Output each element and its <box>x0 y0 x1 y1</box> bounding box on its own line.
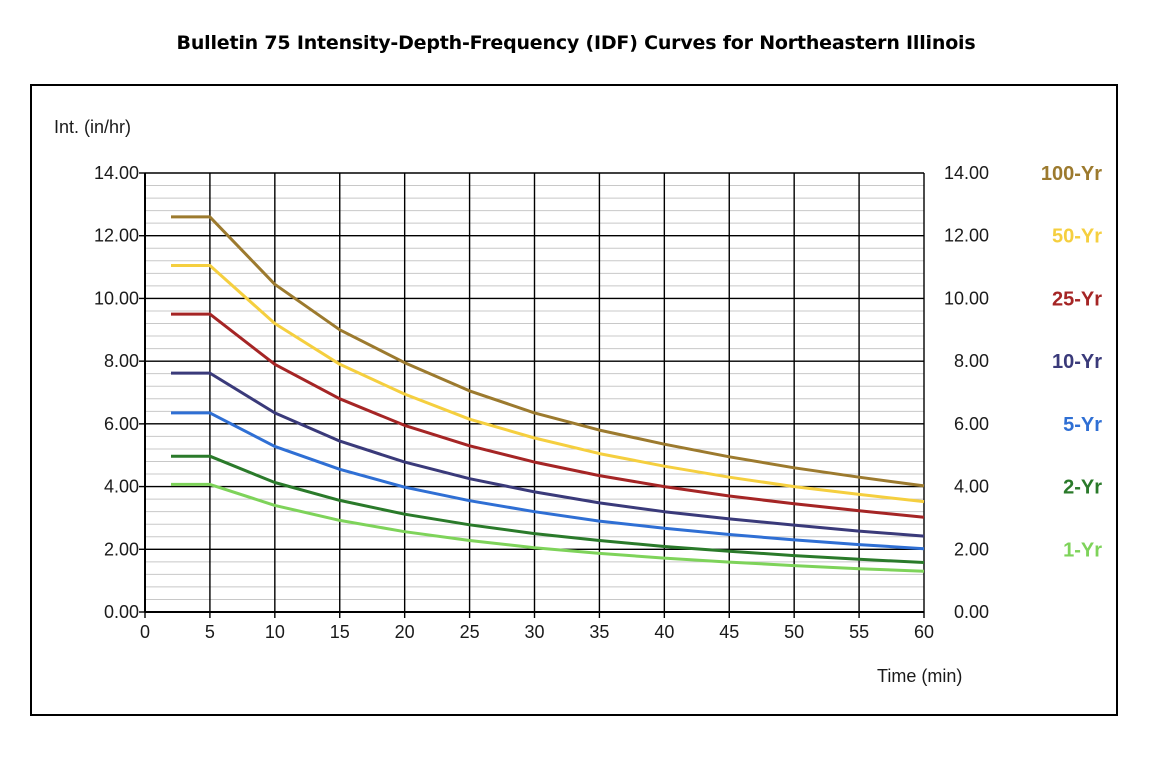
y-tick-label: 0.00 <box>104 602 139 622</box>
y-tick-label: 14.00 <box>94 163 139 183</box>
legend-entry-1-yr: 1-Yr <box>1063 539 1102 561</box>
legend-entry-50-yr: 50-Yr <box>1052 226 1102 248</box>
tick-labels: 0.00 2.00 4.00 6.00 8.00 10.00 12.00 14.00 14.00… <box>94 163 989 642</box>
x-tick-label: 20 <box>395 622 415 642</box>
series-line-100-yr <box>171 215 925 488</box>
right-y-tick-label: 0.00 <box>954 602 989 622</box>
legend-entry-2-yr: 2-Yr <box>1063 477 1102 499</box>
right-y-tick-label: 10.00 <box>944 288 989 308</box>
x-axis-label: Time (min) <box>877 666 962 686</box>
y-tick-label: 6.00 <box>104 414 139 434</box>
series-line-50-yr <box>171 264 925 504</box>
x-tick-label: 45 <box>719 622 739 642</box>
chart-frame: 0.00 2.00 4.00 6.00 8.00 10.00 12.00 14.00 14.00… <box>30 84 1118 716</box>
legend: 100-Yr 50-Yr 25-Yr 10-Yr 5-Yr 2-Yr 1-Yr <box>1041 163 1102 561</box>
y-tick-label: 4.00 <box>104 477 139 497</box>
x-tick-label: 0 <box>140 622 150 642</box>
y-axis-label: Int. (in/hr) <box>54 117 131 137</box>
series-line-5-yr <box>171 411 925 551</box>
right-y-tick-label: 2.00 <box>954 539 989 559</box>
major-gridlines <box>144 172 925 613</box>
x-tick-label: 30 <box>524 622 544 642</box>
x-tick-label: 5 <box>205 622 215 642</box>
series-lines <box>171 215 925 573</box>
right-y-tick-label: 6.00 <box>954 414 989 434</box>
y-tick-label: 8.00 <box>104 351 139 371</box>
legend-entry-25-yr: 25-Yr <box>1052 288 1102 310</box>
series-line-1-yr <box>171 482 925 573</box>
legend-entry-10-yr: 10-Yr <box>1052 351 1102 373</box>
x-tick-label: 55 <box>849 622 869 642</box>
right-y-tick-label: 4.00 <box>954 477 989 497</box>
legend-entry-5-yr: 5-Yr <box>1063 414 1102 436</box>
x-tick-label: 35 <box>589 622 609 642</box>
right-y-tick-label: 14.00 <box>944 163 989 183</box>
page-title: Bulletin 75 Intensity-Depth-Frequency (I… <box>176 32 976 54</box>
x-tick-label: 15 <box>330 622 350 642</box>
y-tick-label: 2.00 <box>104 539 139 559</box>
y-tick-label: 12.00 <box>94 226 139 246</box>
series-line-10-yr <box>171 371 925 538</box>
series-line-2-yr <box>171 454 925 564</box>
y-tick-label: 10.00 <box>94 288 139 308</box>
x-tick-label: 50 <box>784 622 804 642</box>
legend-entry-100-yr: 100-Yr <box>1041 163 1102 185</box>
axes <box>139 172 925 618</box>
x-tick-label: 10 <box>265 622 285 642</box>
right-y-tick-label: 8.00 <box>954 351 989 371</box>
idf-chart: 0.00 2.00 4.00 6.00 8.00 10.00 12.00 14.00 14.00… <box>54 117 1102 686</box>
x-tick-label: 40 <box>654 622 674 642</box>
x-tick-label: 25 <box>460 622 480 642</box>
x-tick-label: 60 <box>914 622 934 642</box>
series-line-25-yr <box>171 312 925 519</box>
right-y-tick-label: 12.00 <box>944 226 989 246</box>
